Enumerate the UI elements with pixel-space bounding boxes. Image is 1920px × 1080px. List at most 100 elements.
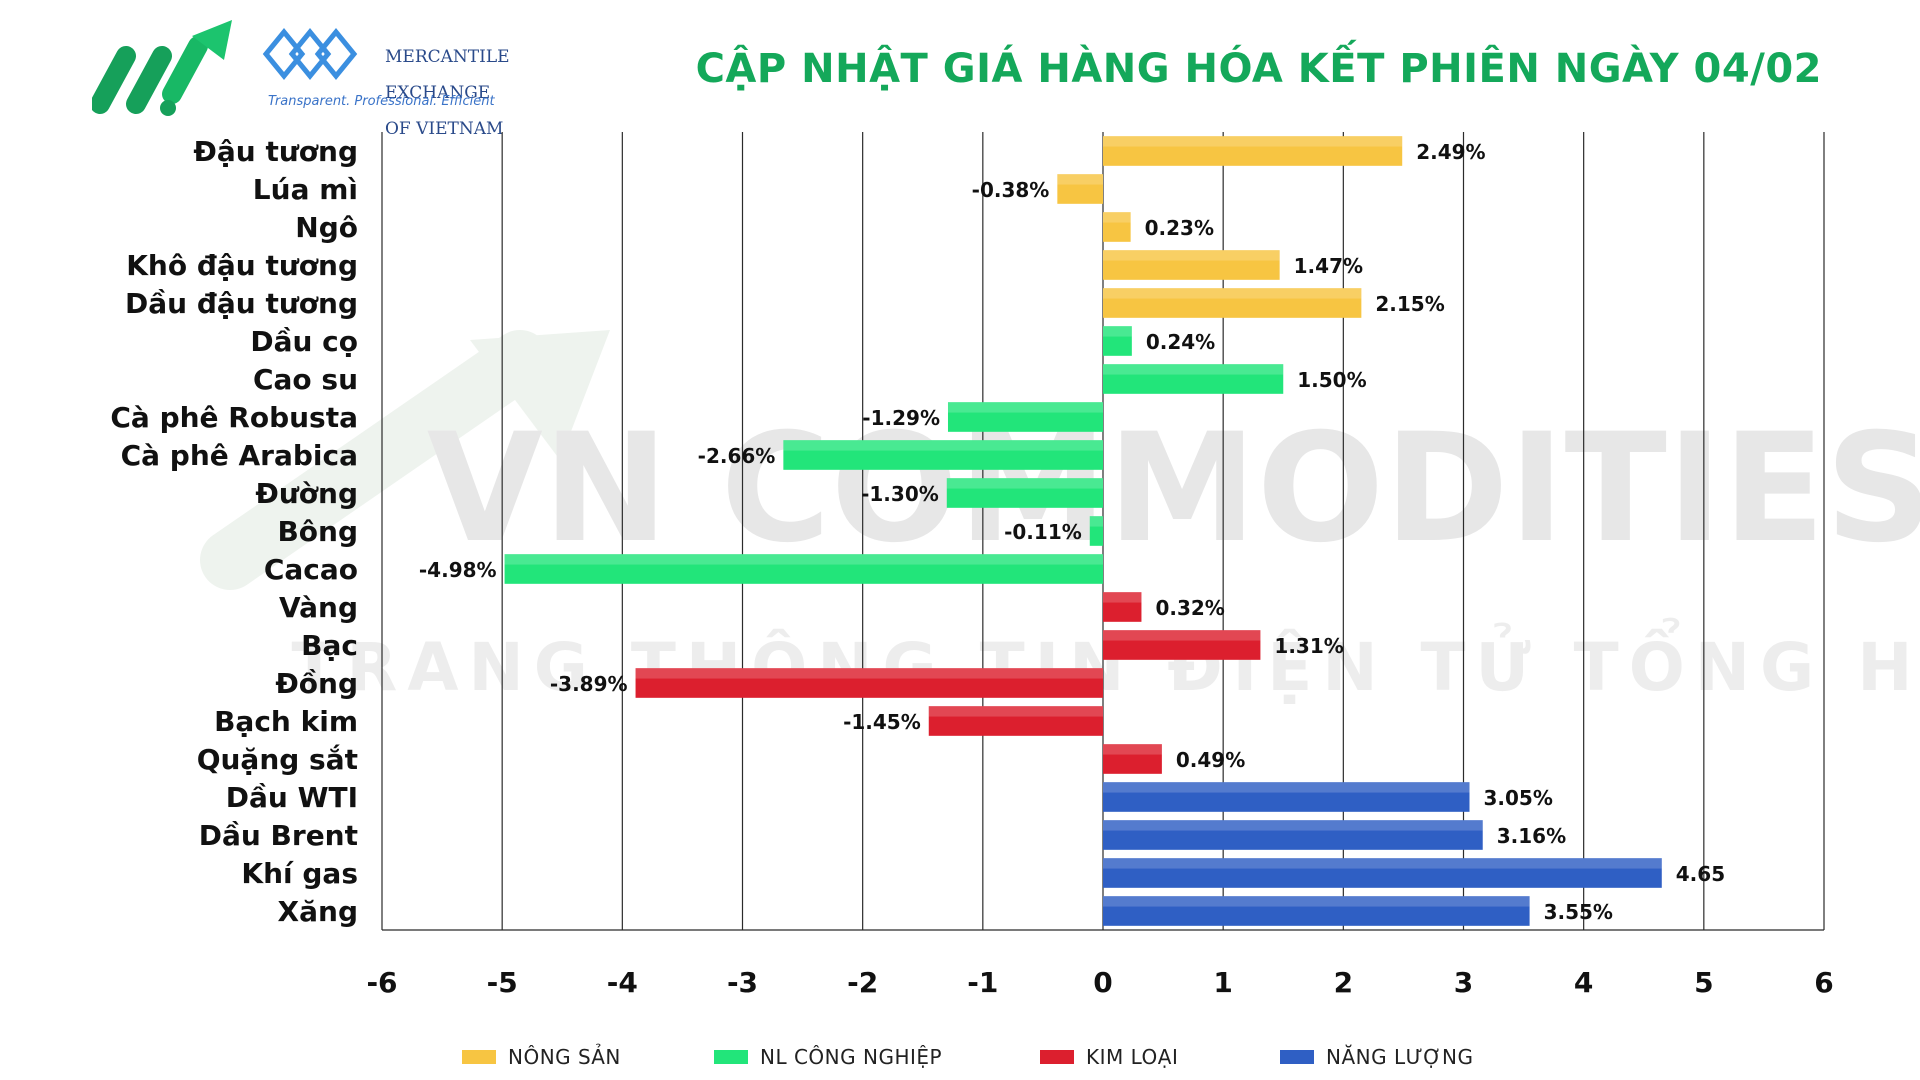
category-label: Đậu tương: [193, 135, 358, 168]
category-label: Dầu Brent: [199, 819, 358, 852]
data-label: -0.38%: [972, 178, 1050, 202]
legend-label: NĂNG LƯỢNG: [1326, 1045, 1474, 1069]
bar-highlight: [1103, 630, 1261, 641]
growth-arrow-logo: [92, 20, 232, 116]
x-tick-label: 2: [1334, 966, 1353, 999]
bar-highlight: [1103, 136, 1403, 147]
category-label: Ngô: [295, 211, 358, 244]
x-tick-label: -5: [487, 966, 518, 999]
category-label: Vàng: [279, 591, 358, 624]
bar: [783, 440, 1103, 470]
grid: [381, 132, 1825, 931]
data-label: 1.31%: [1274, 634, 1343, 658]
bar: [1103, 364, 1284, 394]
bar: [635, 668, 1103, 698]
bar-highlight: [635, 668, 1103, 679]
category-label: Đồng: [275, 667, 358, 700]
category-label: Lúa mì: [253, 173, 358, 206]
data-label: 0.24%: [1146, 330, 1215, 354]
data-label: -1.29%: [862, 406, 940, 430]
category-label: Cacao: [264, 553, 358, 586]
legend-label: NL CÔNG NGHIỆP: [760, 1045, 943, 1069]
category-label: Bạc: [301, 629, 358, 662]
org-name: MERCANTILE EXCHANGE OF VIETNAM: [385, 30, 510, 156]
watermark-arrow-icon: [200, 330, 550, 590]
bar-highlight: [946, 478, 1103, 489]
category-labels: Đậu tương Lúa mì Ngô Khô đậu tương Dầu đậu t…: [110, 135, 358, 928]
legend-item-kim-loai: KIM LOẠI: [1040, 1045, 1178, 1069]
org-name-line: MERCANTILE: [385, 47, 510, 67]
data-label: 0.23%: [1145, 216, 1214, 240]
legend-swatch: [714, 1050, 748, 1064]
mex-logo-icon: [262, 28, 358, 80]
category-label: Xăng: [278, 895, 358, 928]
x-tick-label: -4: [607, 966, 638, 999]
data-label: 1.50%: [1297, 368, 1366, 392]
x-tick-label: 3: [1454, 966, 1473, 999]
data-label: 2.15%: [1375, 292, 1444, 316]
legend-item-nang-luong: NĂNG LƯỢNG: [1280, 1045, 1473, 1069]
data-label: -0.11%: [1004, 520, 1082, 544]
category-label: Khí gas: [241, 857, 358, 890]
bar-highlight: [1103, 782, 1470, 793]
bar: [928, 706, 1103, 736]
data-labels: 2.49% -0.38% 0.23% 1.47% 2.15% 0.24% 1.50% -1.2…: [419, 140, 1725, 924]
org-name-line: EXCHANGE: [385, 83, 491, 103]
bars: [504, 136, 1662, 926]
legend-swatch: [462, 1050, 496, 1064]
x-tick-label: 1: [1213, 966, 1232, 999]
bar: [1103, 288, 1362, 318]
bar-highlight: [504, 554, 1103, 565]
bar: [1089, 516, 1103, 546]
bar-highlight: [1103, 288, 1362, 299]
x-tick-label: 6: [1814, 966, 1833, 999]
org-name-line: OF VIETNAM: [385, 119, 504, 139]
bar-highlight: [1103, 326, 1132, 337]
legend-swatch: [1040, 1050, 1074, 1064]
bar: [1103, 896, 1530, 926]
watermark-title: VN COMMODITIES: [427, 402, 1920, 576]
category-label: Dầu WTI: [226, 781, 358, 814]
legend-label: KIM LOẠI: [1086, 1045, 1179, 1069]
category-label: Quặng sắt: [197, 743, 358, 776]
category-label: Đường: [255, 477, 358, 510]
bar: [1057, 174, 1103, 204]
data-label: 1.47%: [1294, 254, 1363, 278]
data-label: 4.65: [1676, 862, 1725, 886]
watermark-arrow-head-icon: [470, 330, 610, 460]
bar-highlight: [1089, 516, 1103, 527]
bar-highlight: [1103, 212, 1131, 223]
bar-highlight: [1103, 592, 1142, 603]
x-tick-label: -2: [847, 966, 878, 999]
data-label: 3.16%: [1497, 824, 1566, 848]
data-label: -2.66%: [698, 444, 776, 468]
category-label: Cà phê Robusta: [110, 401, 358, 434]
x-tick-label: -1: [967, 966, 998, 999]
data-label: 0.49%: [1176, 748, 1245, 772]
bar-highlight: [1057, 174, 1103, 185]
bar: [1103, 592, 1142, 622]
bar: [1103, 136, 1403, 166]
bar: [504, 554, 1103, 584]
bar: [1103, 326, 1132, 356]
legend-item-nl-cong-nghiep: NL CÔNG NGHIỆP: [714, 1045, 942, 1069]
category-label: Dầu đậu tương: [125, 287, 358, 320]
category-label: Bông: [277, 515, 358, 548]
bar-highlight: [1103, 744, 1162, 755]
header: MERCANTILE EXCHANGE OF VIETNAM Transpare…: [0, 0, 1920, 138]
bar: [947, 402, 1103, 432]
bar: [1103, 250, 1280, 280]
category-label: Bạch kim: [214, 705, 358, 738]
watermark: VN COMMODITIES TRANG THÔNG TIN ĐIỆN TỬ T…: [200, 330, 1920, 706]
legend-label: NÔNG SẢN: [508, 1045, 621, 1069]
x-tick-label: 4: [1574, 966, 1593, 999]
bar: [1103, 212, 1131, 242]
bar-highlight: [783, 440, 1103, 451]
bar: [1103, 820, 1483, 850]
x-tick-label: 0: [1093, 966, 1112, 999]
bar-highlight: [1103, 896, 1530, 907]
bar-highlight: [1103, 820, 1483, 831]
bar: [1103, 782, 1470, 812]
category-label: Khô đậu tương: [126, 249, 358, 282]
